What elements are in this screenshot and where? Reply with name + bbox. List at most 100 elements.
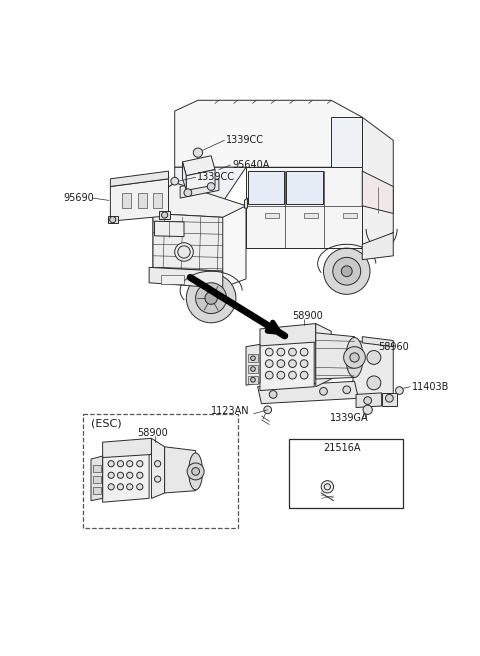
Circle shape [155,461,161,467]
Circle shape [344,346,365,368]
Circle shape [300,359,308,367]
Polygon shape [103,453,149,502]
Polygon shape [260,323,316,346]
Polygon shape [149,268,223,288]
Polygon shape [159,211,170,219]
Circle shape [265,348,273,356]
Circle shape [186,274,236,323]
Polygon shape [110,179,168,221]
Circle shape [363,405,372,415]
Circle shape [269,390,277,398]
Circle shape [205,292,217,304]
Bar [248,365,258,373]
Ellipse shape [346,337,363,377]
Circle shape [367,376,381,390]
Circle shape [367,350,381,364]
Polygon shape [331,117,362,167]
Circle shape [288,371,296,379]
Polygon shape [153,182,246,217]
Polygon shape [356,393,382,407]
Text: 95690: 95690 [64,193,95,203]
Polygon shape [286,171,323,204]
Circle shape [117,483,123,490]
Polygon shape [362,117,393,248]
Polygon shape [182,162,186,190]
Circle shape [207,182,215,190]
Bar [265,213,279,218]
Polygon shape [246,344,260,385]
Bar [137,193,147,208]
Circle shape [385,394,393,402]
Circle shape [300,371,308,379]
Polygon shape [103,438,152,458]
Ellipse shape [189,453,203,490]
Polygon shape [362,233,393,260]
Text: (ESC): (ESC) [91,419,121,428]
Circle shape [162,212,168,218]
Circle shape [251,356,255,361]
Text: 11403B: 11403B [412,382,449,392]
Polygon shape [248,171,284,204]
Polygon shape [175,100,362,167]
Circle shape [364,397,372,405]
Bar [304,213,318,218]
Circle shape [288,359,296,367]
Circle shape [108,472,114,478]
Bar [93,465,101,472]
Circle shape [137,472,143,478]
Text: 95640A: 95640A [232,160,269,170]
Circle shape [196,283,227,314]
Circle shape [251,367,255,371]
Circle shape [324,248,370,295]
Polygon shape [182,155,215,176]
Circle shape [251,377,255,382]
Circle shape [108,483,114,490]
Bar [93,487,101,494]
Text: 1339CC: 1339CC [197,173,235,182]
Circle shape [333,257,360,285]
Bar [122,193,132,208]
Polygon shape [186,170,215,190]
Bar [83,414,238,527]
Polygon shape [153,182,246,291]
Polygon shape [91,456,103,501]
Circle shape [155,476,161,482]
Polygon shape [260,340,314,390]
Circle shape [193,148,203,157]
Polygon shape [180,179,219,198]
Polygon shape [316,323,331,387]
Polygon shape [258,381,359,403]
Circle shape [264,406,272,414]
Bar [248,354,258,362]
Circle shape [324,483,330,490]
Bar [153,193,162,208]
Polygon shape [353,340,393,398]
Polygon shape [382,393,397,406]
Circle shape [187,463,204,480]
Circle shape [265,371,273,379]
Circle shape [341,266,352,277]
Bar [248,376,258,384]
Circle shape [108,461,114,467]
Text: 1123AN: 1123AN [211,406,250,417]
Circle shape [117,472,123,478]
Bar [93,476,101,483]
Text: 58900: 58900 [137,428,168,438]
Circle shape [288,348,296,356]
Text: 58900: 58900 [292,311,323,321]
Circle shape [396,387,403,394]
Circle shape [137,483,143,490]
Polygon shape [108,216,118,224]
Circle shape [277,359,285,367]
Circle shape [277,348,285,356]
Polygon shape [244,198,248,208]
Bar [343,213,357,218]
Polygon shape [155,221,184,237]
Polygon shape [362,171,393,213]
Circle shape [127,461,133,467]
Circle shape [350,353,359,362]
Circle shape [277,371,285,379]
Circle shape [300,348,308,356]
Circle shape [127,483,133,490]
Circle shape [321,481,334,493]
